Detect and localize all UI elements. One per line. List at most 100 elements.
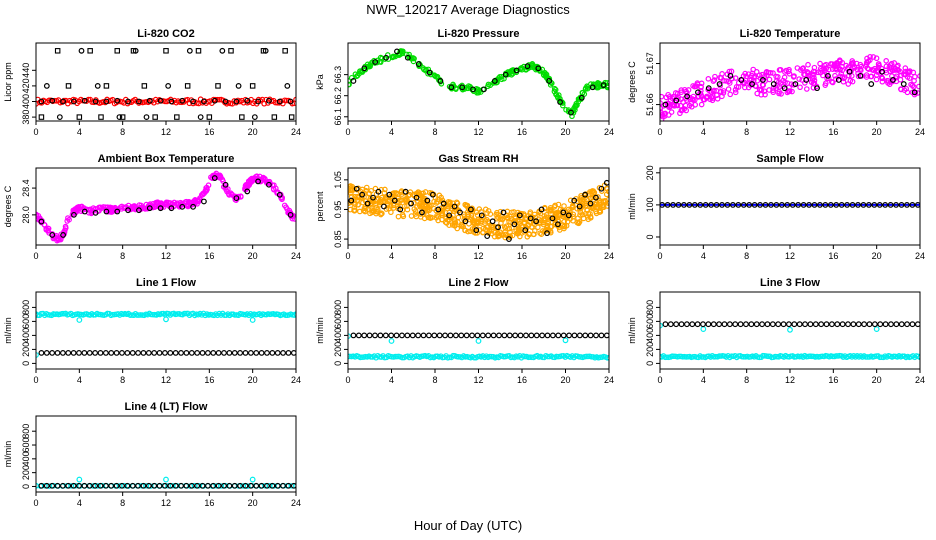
data-point: [762, 201, 769, 208]
data-point: [713, 92, 720, 99]
data-point: [773, 201, 780, 208]
data-point: [757, 86, 763, 93]
x-tick-label: 24: [291, 127, 301, 137]
data-point: [851, 63, 857, 70]
data-point: [774, 74, 781, 80]
data-point: [545, 219, 552, 226]
y-tick-label: 600: [21, 438, 31, 453]
data-point: [205, 350, 211, 356]
data-point: [467, 206, 474, 213]
data-point: [568, 109, 574, 116]
data-point: [746, 201, 753, 208]
data-point: [522, 227, 529, 234]
data-point: [45, 225, 52, 232]
data-point: [587, 332, 594, 339]
data-point: [280, 350, 286, 356]
data-point: [733, 84, 740, 90]
data-point: [908, 81, 914, 88]
data-point: [151, 482, 158, 489]
data-point: [837, 58, 843, 65]
data-point: [735, 201, 742, 208]
data-point: [391, 197, 398, 204]
data-point: [805, 61, 811, 68]
data-point: [753, 321, 760, 328]
data-point: [515, 226, 522, 233]
data-point: [355, 332, 362, 339]
data-point: [681, 201, 687, 208]
data-point: [873, 55, 880, 62]
x-tick-label: 20: [248, 127, 258, 137]
data-point: [49, 232, 56, 238]
data-point: [782, 69, 788, 75]
data-point: [544, 222, 551, 229]
data-layer: [348, 179, 609, 242]
data-point: [228, 48, 234, 54]
y-tick-label: 600: [333, 314, 343, 329]
data-point: [563, 106, 569, 113]
data-point: [258, 178, 265, 184]
x-tick-label: 12: [161, 498, 171, 508]
x-tick-label: 24: [604, 127, 614, 137]
data-point: [589, 84, 596, 91]
data-point: [136, 98, 142, 105]
data-point: [673, 97, 680, 104]
data-point: [458, 332, 465, 339]
data-point: [276, 98, 283, 105]
data-point: [70, 482, 77, 489]
data-point: [858, 67, 864, 74]
data-point: [855, 321, 862, 328]
data-point: [361, 65, 368, 72]
y-axis-label: ml/min: [627, 193, 637, 220]
data-point: [102, 350, 109, 356]
data-point: [266, 181, 272, 188]
data-point: [492, 229, 498, 236]
data-point: [790, 74, 797, 80]
data-point: [494, 209, 500, 216]
data-point: [206, 114, 213, 120]
data-point: [462, 218, 469, 225]
data-point: [255, 178, 261, 185]
data-point: [231, 350, 238, 356]
data-point: [742, 70, 748, 77]
data-point: [500, 209, 507, 216]
data-point: [287, 98, 294, 105]
x-tick-label: 16: [517, 375, 527, 385]
data-point: [891, 60, 898, 66]
x-tick-label: 4: [701, 127, 706, 137]
data-point: [897, 76, 904, 83]
data-point: [76, 317, 83, 323]
data-point: [781, 74, 788, 81]
data-point: [420, 197, 427, 204]
data-point: [420, 65, 426, 71]
data-point: [743, 73, 750, 80]
data-point: [451, 218, 458, 224]
data-point: [766, 76, 773, 83]
data-point: [660, 353, 663, 360]
data-point: [811, 80, 818, 87]
data-point: [501, 332, 508, 339]
data-point: [916, 83, 920, 90]
data-point: [435, 206, 442, 213]
data-point: [87, 48, 93, 54]
data-point: [667, 321, 674, 328]
data-point: [684, 93, 690, 100]
data-point: [203, 188, 209, 195]
data-point: [258, 350, 265, 356]
data-point: [839, 63, 845, 70]
x-tick-label: 0: [345, 127, 350, 137]
data-point: [579, 203, 586, 209]
data-point: [231, 482, 238, 489]
y-tick-label: 800: [645, 300, 655, 315]
data-point: [857, 72, 864, 79]
data-point: [718, 89, 724, 95]
data-point: [564, 218, 571, 225]
data-point: [549, 215, 556, 222]
data-point: [695, 89, 701, 96]
y-tick-label: 0: [21, 484, 31, 489]
data-point: [237, 350, 244, 356]
data-point: [478, 218, 485, 225]
data-point: [732, 86, 739, 93]
data-point: [411, 206, 418, 212]
data-point: [382, 186, 388, 193]
